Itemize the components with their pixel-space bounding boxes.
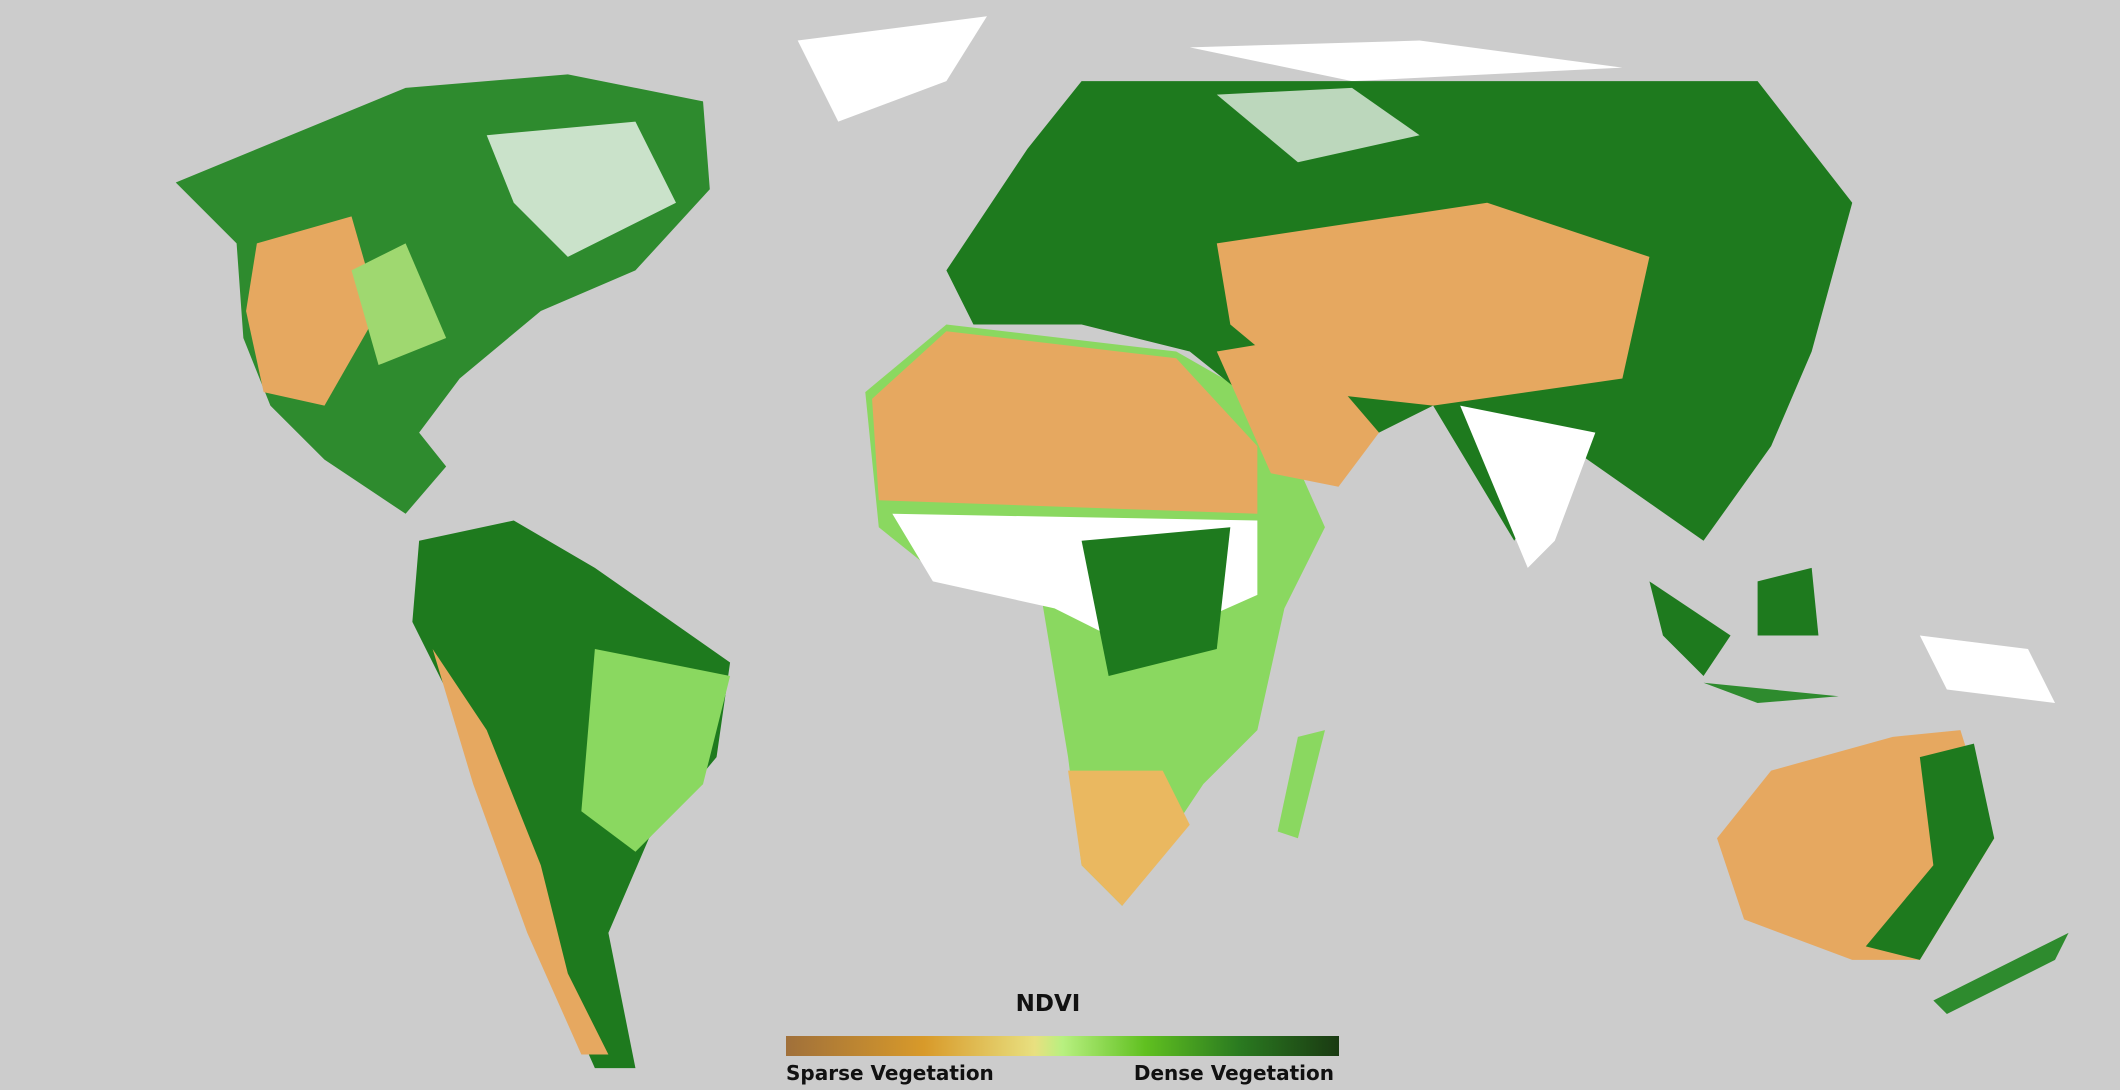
legend-high-label: Dense Vegetation	[1134, 1061, 1334, 1085]
kalahari	[1068, 770, 1190, 906]
madagascar	[1277, 730, 1325, 839]
new-zealand	[1933, 932, 2069, 1014]
legend-title: NDVI	[1016, 991, 1081, 1017]
arctic-ice	[1189, 40, 1623, 82]
east-australia	[1865, 743, 1995, 960]
greenland	[797, 16, 987, 122]
india	[1460, 405, 1596, 568]
borneo	[1757, 567, 1819, 636]
new-guinea	[1919, 635, 2056, 704]
color-bar	[786, 1036, 1339, 1056]
sumatra	[1649, 581, 1731, 676]
central-asia	[1216, 202, 1650, 406]
sahara	[872, 331, 1258, 514]
siberia-snow	[1216, 87, 1420, 163]
congo	[1081, 527, 1231, 676]
plains	[351, 243, 447, 366]
andes-dry	[432, 648, 609, 1055]
brazil-savanna	[581, 648, 731, 852]
world-map	[175, 16, 2069, 1069]
west-us-dry	[246, 216, 379, 406]
arabia	[1216, 338, 1380, 487]
java	[1703, 682, 1839, 704]
legend-low-label: Sparse Vegetation	[786, 1061, 994, 1085]
south-america	[412, 520, 731, 1069]
